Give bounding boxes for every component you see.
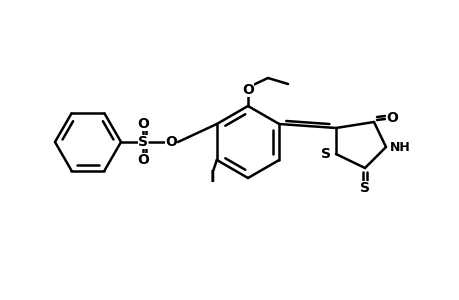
Text: O: O bbox=[241, 83, 253, 97]
Text: NH: NH bbox=[389, 140, 409, 154]
Text: I: I bbox=[210, 170, 215, 185]
Text: S: S bbox=[359, 181, 369, 195]
Text: O: O bbox=[137, 153, 149, 167]
Text: S: S bbox=[138, 135, 148, 149]
Text: O: O bbox=[137, 117, 149, 131]
Text: O: O bbox=[385, 111, 397, 125]
Text: S: S bbox=[320, 147, 330, 161]
Text: O: O bbox=[165, 135, 177, 149]
